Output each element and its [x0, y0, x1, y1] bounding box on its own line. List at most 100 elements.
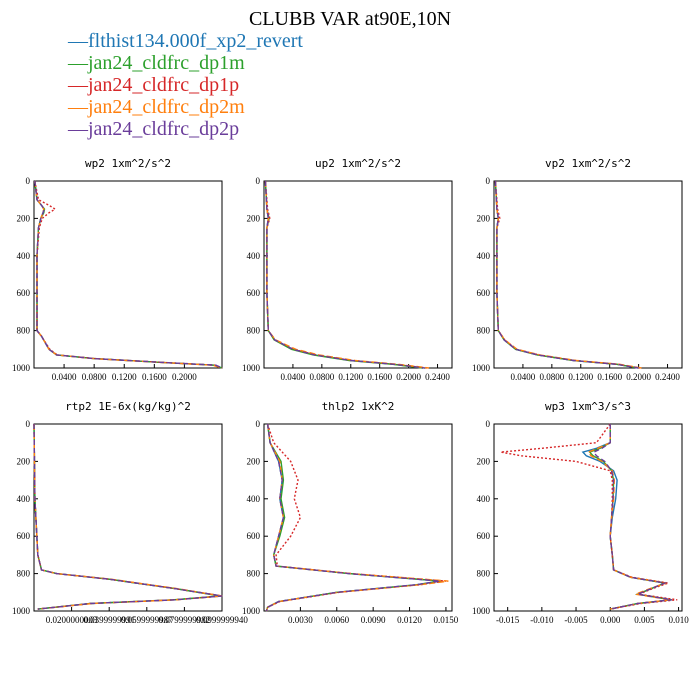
- x-tick-label: 0.0399999991: [83, 615, 135, 625]
- x-tick-label: 0.0599999987: [121, 615, 173, 625]
- x-tick-label: 0.0800: [539, 372, 564, 382]
- series-line: [264, 180, 425, 369]
- x-tick-label: 0.0400: [511, 372, 536, 382]
- y-tick-label: 400: [477, 494, 491, 504]
- series-line: [494, 180, 639, 369]
- y-tick-label: 200: [17, 456, 31, 466]
- x-tick-label: 0.2400: [655, 372, 680, 382]
- y-tick-label: 600: [247, 288, 261, 298]
- y-tick-label: 200: [477, 213, 491, 223]
- panel-title: up2 1xm^2/s^2: [315, 157, 401, 170]
- x-tick-label: 0.010: [668, 615, 689, 625]
- y-tick-label: 600: [477, 288, 491, 298]
- chart-panel: up2 1xm^2/s^2 0 200 400 600 800 1000 0.0400 0.08…: [242, 157, 453, 382]
- x-tick-label: 0.0060: [324, 615, 349, 625]
- x-tick-label: 0.0090: [361, 615, 386, 625]
- series-line: [33, 423, 223, 610]
- plot-frame: [263, 180, 453, 369]
- y-tick-label: 800: [247, 569, 261, 579]
- y-tick-label: 400: [247, 494, 261, 504]
- plot-frame: [493, 180, 683, 369]
- series-line: [264, 180, 429, 369]
- series-line: [265, 423, 441, 612]
- legend-label: flthist134.000f_xp2_revert: [88, 30, 303, 52]
- legend-item: —jan24_cldfrc_dp2p: [68, 118, 303, 140]
- x-tick-label: 0.1600: [142, 372, 167, 382]
- x-tick-label: 0.1600: [367, 372, 392, 382]
- x-tick-label: -0.010: [530, 615, 554, 625]
- legend-item: —jan24_cldfrc_dp1m: [68, 52, 303, 74]
- series-line: [494, 180, 639, 369]
- y-tick-label: 800: [247, 326, 261, 336]
- y-tick-label: 800: [17, 569, 31, 579]
- series-line: [34, 180, 223, 369]
- y-tick-label: 1000: [472, 363, 491, 373]
- x-tick-label: 0.1200: [568, 372, 593, 382]
- x-tick-label: 0.0030: [288, 615, 313, 625]
- x-tick-label: -0.005: [564, 615, 588, 625]
- series-line: [34, 180, 223, 369]
- y-tick-label: 800: [477, 569, 491, 579]
- series-line: [264, 180, 424, 369]
- y-tick-label: 400: [477, 251, 491, 261]
- y-tick-label: 0: [256, 419, 261, 429]
- series-line: [34, 180, 222, 369]
- y-tick-label: 200: [17, 213, 31, 223]
- x-tick-label: 0.0150: [434, 615, 459, 625]
- y-tick-label: 1000: [472, 606, 491, 616]
- series-line: [592, 424, 672, 610]
- series-line: [264, 180, 424, 369]
- y-tick-label: 1000: [12, 606, 31, 616]
- chart-panel: wp3 1xm^3/s^3 0 200 400 600 800 1000 -0.015 -0.0…: [472, 400, 689, 625]
- y-tick-label: 600: [17, 288, 31, 298]
- x-tick-label: 0.0800: [309, 372, 334, 382]
- x-tick-label: 0.0400: [52, 372, 77, 382]
- x-tick-label: 0.1200: [338, 372, 363, 382]
- plot-frame: [33, 423, 223, 612]
- legend-label: jan24_cldfrc_dp2m: [88, 96, 245, 118]
- series-line: [264, 180, 427, 369]
- y-tick-label: 0: [26, 419, 31, 429]
- series-line: [494, 180, 642, 369]
- x-tick-label: 0.005: [634, 615, 655, 625]
- series-line: [494, 180, 639, 369]
- plot-frame: [263, 423, 453, 612]
- chart-panel: vp2 1xm^2/s^2 0 200 400 600 800 1000 0.0400 0.08…: [472, 157, 683, 382]
- panel-title: wp2 1xm^2/s^2: [85, 157, 171, 170]
- x-tick-label: 0.0799999982: [159, 615, 211, 625]
- plot-frame: [33, 180, 223, 369]
- legend-label: jan24_cldfrc_dp2p: [88, 118, 240, 140]
- x-tick-label: 0.2000: [396, 372, 421, 382]
- series-line: [265, 423, 442, 612]
- y-tick-label: 200: [477, 456, 491, 466]
- legend-item: —jan24_cldfrc_dp1p: [68, 74, 303, 96]
- x-tick-label: 0.0999999940: [196, 615, 248, 625]
- legend: —flthist134.000f_xp2_revert —jan24_cldfr…: [68, 30, 303, 140]
- y-tick-label: 200: [247, 213, 261, 223]
- y-tick-label: 600: [17, 531, 31, 541]
- x-tick-label: 0.1200: [112, 372, 137, 382]
- x-tick-label: 0.000: [600, 615, 621, 625]
- panel-title: thlp2 1xK^2: [322, 400, 395, 413]
- y-tick-label: 400: [17, 494, 31, 504]
- y-tick-label: 1000: [242, 606, 261, 616]
- y-tick-label: 400: [17, 251, 31, 261]
- y-tick-label: 600: [247, 531, 261, 541]
- y-tick-label: 1000: [12, 363, 31, 373]
- plot-frame: [493, 423, 683, 612]
- legend-item: —flthist134.000f_xp2_revert: [68, 30, 303, 52]
- legend-label: jan24_cldfrc_dp1m: [88, 52, 245, 74]
- y-tick-label: 800: [477, 326, 491, 336]
- y-tick-label: 1000: [242, 363, 261, 373]
- chart-panel: rtp2 1E-6x(kg/kg)^2 0 200 400 600 800 1000 0.02…: [12, 400, 248, 625]
- legend-label: jan24_cldfrc_dp1p: [88, 74, 240, 96]
- x-tick-label: 0.1600: [597, 372, 622, 382]
- y-tick-label: 800: [17, 326, 31, 336]
- y-tick-label: 0: [256, 176, 261, 186]
- x-tick-label: 0.2400: [425, 372, 450, 382]
- series-line: [265, 423, 449, 612]
- chart-panel: thlp2 1xK^2 0 200 400 600 800 1000 0.0030 0.0060…: [242, 400, 459, 625]
- y-tick-label: 400: [247, 251, 261, 261]
- x-tick-label: -0.015: [496, 615, 520, 625]
